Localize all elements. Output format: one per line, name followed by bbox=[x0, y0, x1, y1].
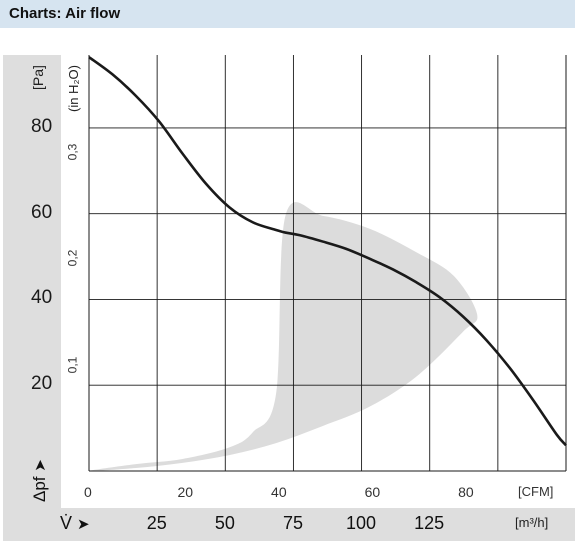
x-tick-m3h: 25 bbox=[146, 513, 167, 533]
x-tick-cfm: 80 bbox=[458, 484, 474, 500]
x-axis-label: V̇ bbox=[60, 513, 73, 533]
x-unit-cfm: [CFM] bbox=[518, 484, 554, 499]
x-unit-m3h: [m³/h] bbox=[515, 515, 549, 530]
x-axis-band bbox=[3, 508, 575, 541]
x-tick-m3h: 100 bbox=[345, 513, 377, 533]
y-tick-pa: 60 bbox=[31, 201, 53, 223]
y-tick-pa: 80 bbox=[31, 115, 53, 137]
x-tick-m3h: 125 bbox=[414, 513, 445, 533]
y-tick-pa: 20 bbox=[31, 373, 53, 395]
x-tick-cfm: 0 bbox=[84, 484, 92, 500]
y-axis-label: Δpf bbox=[30, 476, 49, 502]
y-tick-inh2o: 0,3 bbox=[65, 143, 80, 160]
y-axis-arrow-icon: ➤ bbox=[32, 459, 49, 472]
y-tick-inh2o: 0,2 bbox=[65, 250, 80, 267]
operating-region bbox=[89, 202, 478, 472]
y-unit-pa: [Pa] bbox=[30, 65, 46, 90]
x-tick-cfm: 20 bbox=[177, 484, 194, 500]
x-tick-cfm: 60 bbox=[364, 484, 381, 500]
y-axis-band bbox=[3, 55, 61, 508]
page-title: Charts: Air flow bbox=[9, 5, 121, 22]
y-tick-pa: 40 bbox=[31, 287, 53, 309]
x-axis-symbol: V̇ ➤ bbox=[60, 513, 90, 534]
x-tick-m3h: 50 bbox=[214, 513, 235, 533]
fan-curve bbox=[88, 56, 567, 447]
title-bar: Charts: Air flow bbox=[0, 0, 575, 28]
y-tick-inh2o: 0,1 bbox=[65, 356, 80, 374]
y-axis-symbol: Δpf ➤ bbox=[30, 459, 50, 502]
x-tick-cfm: 40 bbox=[271, 484, 287, 500]
y-unit-inh2o: (in H₂O) bbox=[66, 65, 81, 112]
x-axis-arrow-icon: ➤ bbox=[77, 516, 90, 533]
x-tick-m3h: 75 bbox=[283, 513, 304, 533]
